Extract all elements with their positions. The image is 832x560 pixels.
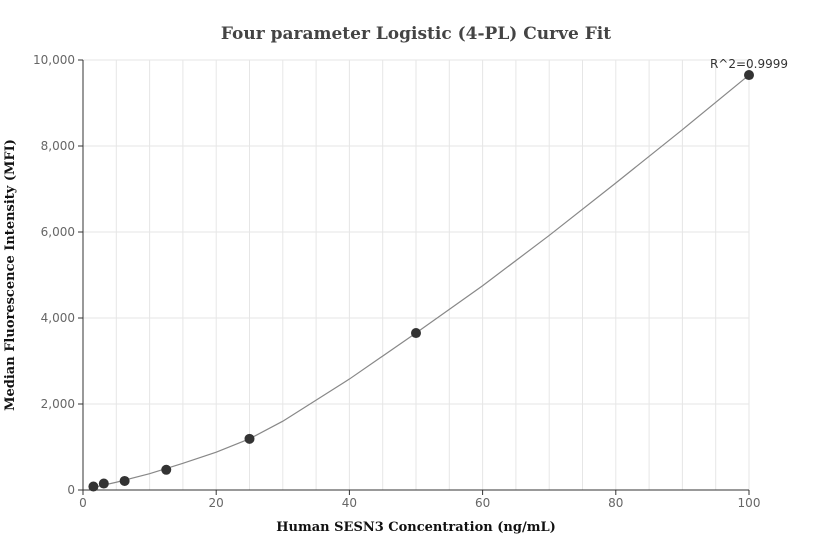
data-point (98, 478, 109, 489)
chart-title: Four parameter Logistic (4-PL) Curve Fit (221, 24, 611, 44)
y-axis-title: Median Fluorescence Intensity (MFI) (3, 139, 18, 411)
y-tick-label: 0 (67, 483, 75, 497)
fit-curve-line (93, 74, 750, 489)
y-tick-label: 6,000 (41, 225, 75, 239)
x-tick-label: 0 (79, 496, 87, 510)
data-point (119, 475, 130, 486)
x-tick-label: 20 (209, 496, 224, 510)
r-squared-annotation: R^2=0.9999 (710, 57, 788, 71)
data-point (244, 433, 255, 444)
data-points (88, 70, 754, 492)
y-tick-label: 4,000 (41, 311, 75, 325)
x-tick-label: 40 (342, 496, 357, 510)
y-tick-label: 8,000 (41, 139, 75, 153)
x-tick-label: 60 (475, 496, 490, 510)
x-axis-title: Human SESN3 Concentration (ng/mL) (276, 520, 556, 535)
grid (83, 59, 750, 490)
data-point (161, 464, 172, 475)
fit-curve-layer (93, 74, 750, 489)
tick-labels: 0 20 40 60 80 100 0 2,000 4,000 6,000 8,000 10,000 (33, 53, 760, 510)
data-point (411, 328, 421, 339)
data-point (88, 481, 99, 492)
axes (82, 60, 749, 491)
y-tick-label: 10,000 (33, 53, 75, 67)
data-point (744, 70, 754, 81)
x-tick-label: 80 (608, 496, 623, 510)
y-tick-label: 2,000 (41, 397, 75, 411)
x-tick-label: 100 (738, 496, 761, 510)
